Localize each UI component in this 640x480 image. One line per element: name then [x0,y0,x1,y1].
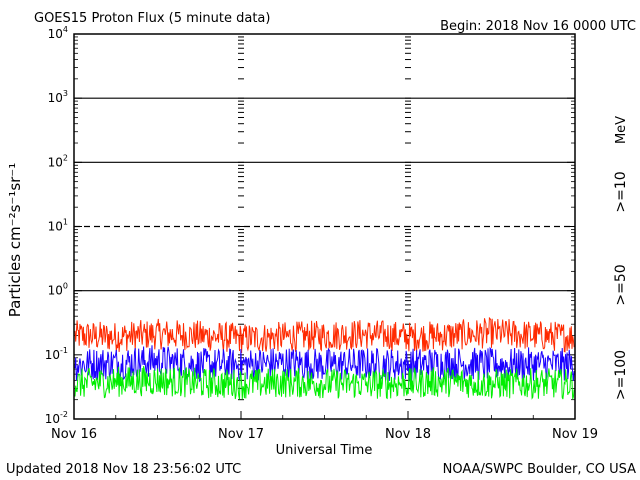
y-tick-label: 102 [48,153,68,169]
series-line-50 [74,345,575,383]
y-tick-label: 101 [48,218,68,234]
series-line-100 [74,365,575,400]
x-tick-label: Nov 16 [51,427,97,442]
y-tick-label: 10-2 [45,410,68,426]
y-tick-label: 103 [48,89,68,105]
credit-text: NOAA/SWPC Boulder, CO USA [443,462,636,477]
threshold-lines [74,97,575,292]
day-separator-ticks [238,36,411,420]
x-axis-ticks: Nov 16 Nov 17 Nov 18 Nov 19 [51,411,598,442]
series-layer [74,316,575,400]
y-tick-label: 100 [48,282,68,298]
y-tick-label: 104 [48,25,68,41]
x-tick-label: Nov 18 [385,427,431,442]
updated-timestamp: Updated 2018 Nov 18 23:56:02 UTC [6,462,241,477]
legend-unit: MeV [614,116,629,144]
begin-date: Begin: 2018 Nov 16 0000 UTC [440,19,636,34]
chart-title: GOES15 Proton Flux (5 minute data) [34,11,270,26]
legend-series-ge10: >=10 [613,171,629,212]
x-tick-label: Nov 17 [218,427,264,442]
series-line-10 [74,316,575,354]
x-tick-label: Nov 19 [552,427,598,442]
y-axis-label: Particles cm⁻²s⁻¹sr⁻¹ [6,163,24,317]
legend: MeV >=10 >=50 >=100 [613,116,629,400]
legend-series-ge50: >=50 [613,264,629,305]
legend-series-ge100: >=100 [613,350,629,400]
x-axis-label: Universal Time [276,443,373,458]
y-tick-label: 10-1 [45,346,68,362]
